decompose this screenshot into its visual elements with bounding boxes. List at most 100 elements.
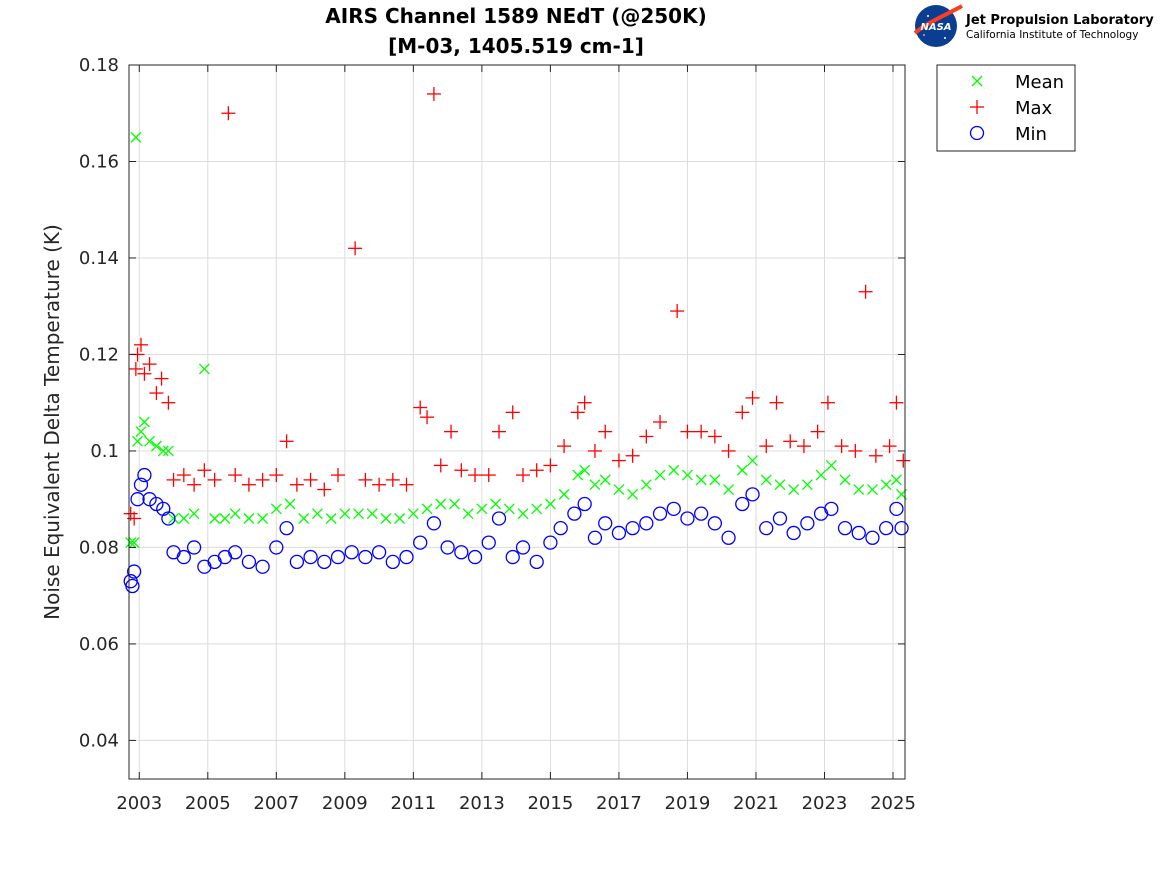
- max-point: [372, 477, 387, 492]
- mean-point: [209, 513, 221, 524]
- min-point: [759, 520, 774, 536]
- y-tick-label: 0.06: [79, 634, 119, 655]
- mean-point: [449, 498, 460, 510]
- legend-marker-min: [969, 125, 985, 141]
- max-point: [745, 390, 760, 405]
- max-point: [348, 241, 363, 256]
- x-tick-label: 2005: [185, 793, 231, 814]
- min-point: [577, 496, 592, 512]
- series-layer: [123, 86, 911, 594]
- y-tick-label: 0.1: [90, 441, 119, 462]
- max-point: [848, 443, 863, 458]
- mean-point: [890, 474, 902, 486]
- max-point: [896, 453, 911, 468]
- y-tick-label: 0.18: [79, 55, 119, 76]
- mean-point: [544, 498, 556, 510]
- mean-point: [394, 513, 406, 524]
- max-point: [433, 458, 448, 473]
- max-point: [783, 434, 798, 449]
- mean-point: [421, 503, 433, 515]
- nasa-meatball-icon: NASA: [913, 4, 963, 47]
- mean-point: [709, 474, 721, 486]
- min-point: [330, 549, 346, 565]
- mean-point: [407, 508, 419, 520]
- min-point: [317, 554, 332, 570]
- min-point: [894, 520, 909, 536]
- min-point: [255, 559, 270, 574]
- max-point: [796, 439, 811, 454]
- x-tick-label: 2019: [665, 793, 711, 814]
- mean-point: [325, 513, 337, 524]
- min-point: [707, 516, 723, 531]
- mean-point: [760, 474, 772, 486]
- max-point: [653, 415, 668, 429]
- min-point: [385, 554, 400, 570]
- min-point: [505, 549, 520, 565]
- max-point: [358, 472, 373, 487]
- min-point: [454, 545, 469, 560]
- jpl-logo: NASA Jet Propulsion Laboratory Californi…: [913, 4, 1154, 47]
- logo-org-name: Jet Propulsion Laboratory: [965, 13, 1154, 28]
- min-point: [529, 554, 544, 570]
- min-point: [745, 487, 760, 502]
- min-point: [598, 516, 613, 531]
- min-point: [371, 545, 387, 560]
- x-tick-label: 2023: [802, 793, 848, 814]
- min-point: [279, 520, 294, 536]
- x-tick-label: 2007: [253, 793, 299, 814]
- y-tick-label: 0.04: [79, 730, 119, 751]
- mean-point: [599, 474, 611, 486]
- legend-marker-max: [970, 100, 984, 114]
- x-tick-label: 2021: [733, 793, 779, 814]
- min-point: [413, 535, 428, 550]
- max-point: [128, 361, 143, 376]
- min-point: [241, 554, 257, 570]
- max-point: [187, 477, 202, 492]
- mean-point: [668, 464, 680, 476]
- max-point: [611, 453, 626, 468]
- mean-point: [880, 479, 892, 491]
- max-point: [317, 482, 332, 497]
- min-point: [680, 511, 695, 526]
- max-point: [468, 468, 483, 483]
- max-point: [303, 472, 318, 487]
- min-point: [467, 549, 483, 565]
- min-point: [303, 549, 318, 565]
- mean-point: [839, 474, 851, 486]
- mean-point: [162, 445, 174, 457]
- max-point: [289, 477, 304, 492]
- max-point: [882, 439, 897, 454]
- mean-point: [219, 513, 231, 524]
- max-point: [149, 386, 164, 401]
- max-point: [868, 448, 883, 463]
- x-tick-label: 2015: [527, 793, 573, 814]
- mean-point: [311, 508, 323, 520]
- max-point: [255, 472, 270, 487]
- min-point: [161, 511, 176, 526]
- logo-org-subtitle: California Institute of Technology: [966, 29, 1138, 41]
- max-point: [228, 468, 243, 483]
- max-point: [413, 400, 428, 415]
- min-point: [344, 545, 359, 560]
- min-point: [721, 530, 736, 545]
- x-tick-label: 2013: [459, 793, 505, 814]
- max-point: [454, 463, 469, 478]
- min-point: [786, 525, 801, 541]
- mean-point: [353, 508, 365, 520]
- x-tick-label: 2025: [870, 793, 916, 814]
- max-point: [735, 405, 750, 420]
- min-point: [865, 530, 880, 545]
- y-axis-label: Noise Equivalent Delta Temperature (K): [40, 224, 64, 620]
- y-tick-label: 0.14: [79, 248, 119, 269]
- svg-text:NASA: NASA: [920, 22, 951, 33]
- min-point: [553, 520, 568, 536]
- min-point: [567, 506, 582, 521]
- y-tick-label: 0.12: [79, 344, 119, 365]
- max-point: [133, 337, 148, 352]
- mean-point: [138, 416, 150, 428]
- mean-point: [589, 479, 601, 491]
- legend-marker-mean: [971, 75, 983, 87]
- mean-point: [736, 464, 748, 476]
- legend-box: [936, 64, 1076, 152]
